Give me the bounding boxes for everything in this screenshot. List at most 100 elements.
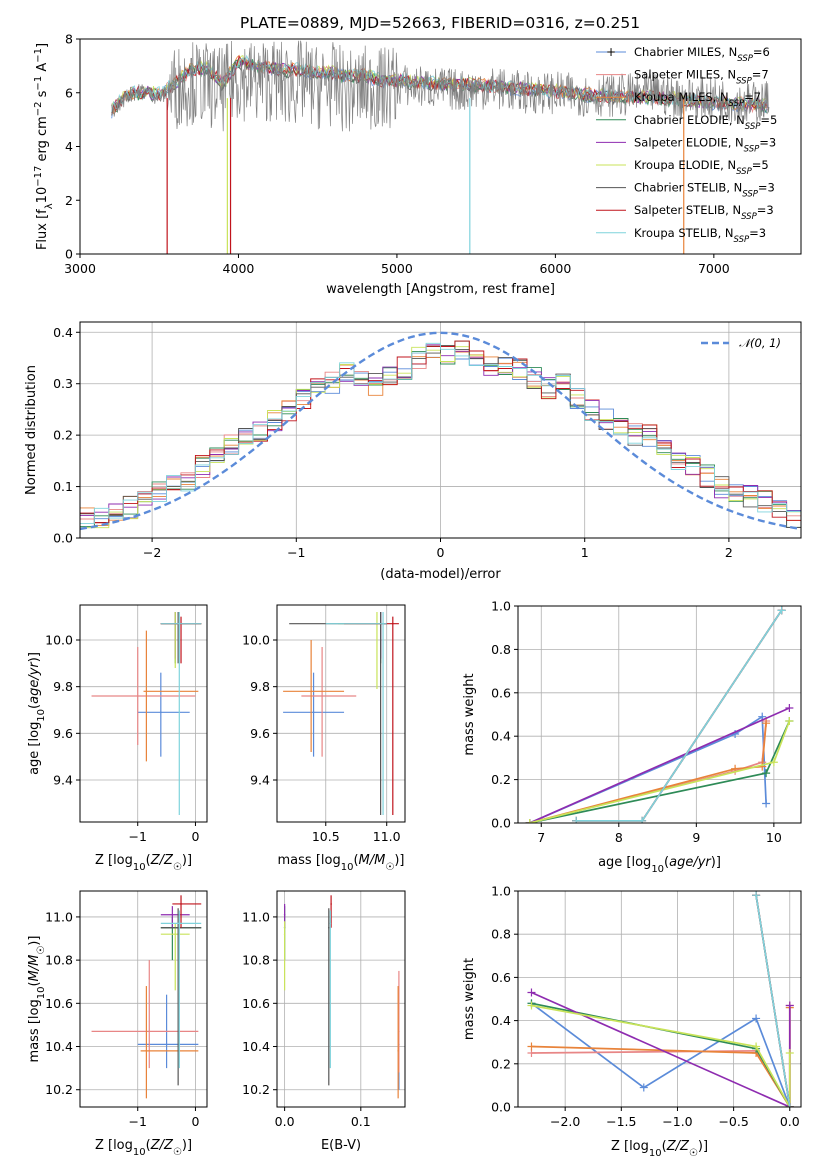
series-marker bbox=[785, 1103, 794, 1107]
data-point bbox=[312, 711, 315, 714]
y-tick-label: 0.6 bbox=[491, 685, 511, 700]
y-tick-label: 0.4 bbox=[53, 325, 73, 340]
axes-frame bbox=[517, 890, 802, 1108]
legend-label: Chabrier ELODIE, NSSP=5 bbox=[634, 113, 777, 132]
x-axis-label: Z [log10(Z/Z☉)] bbox=[95, 1138, 192, 1158]
y-tick-label: 0.8 bbox=[491, 642, 511, 657]
y-axis-label: mass [log10(M/M☉)] bbox=[27, 936, 47, 1063]
y-tick-label: 9.8 bbox=[250, 679, 270, 694]
y-tick-label: 0.0 bbox=[491, 1100, 511, 1115]
y-tick-label: 10.6 bbox=[45, 996, 73, 1011]
series-marker bbox=[639, 1083, 648, 1092]
data-point bbox=[310, 690, 312, 693]
y-tick-label: 6 bbox=[65, 85, 73, 100]
x-tick-label: 4000 bbox=[223, 261, 255, 276]
data-point bbox=[397, 1050, 399, 1052]
plot-area-mass-vs-EBV bbox=[283, 895, 400, 1099]
series-marker bbox=[527, 1001, 536, 1010]
y-tick-label: 10.4 bbox=[242, 1039, 270, 1054]
x-axis-label: age [log10(age/yr)] bbox=[598, 855, 721, 875]
x-tick-label: 2 bbox=[725, 545, 733, 560]
x-tick-label: 5000 bbox=[381, 261, 413, 276]
y-tick-label: 0 bbox=[65, 247, 73, 262]
y-tick-label: 1.0 bbox=[491, 599, 511, 614]
legend-label: Salpeter ELODIE, NSSP=3 bbox=[634, 135, 776, 154]
y-tick-label: 8 bbox=[65, 32, 73, 47]
x-axis-label: (data-model)/error bbox=[380, 567, 501, 582]
series-marker bbox=[785, 717, 794, 726]
legend-label: Kroupa ELODIE, NSSP=5 bbox=[634, 158, 769, 177]
panel-spectrum: 3000 4000 5000 6000 7000 0 2 4 6 8 wavelength [Ang… bbox=[33, 32, 802, 297]
plot-area-age-vs-Z bbox=[91, 612, 202, 815]
plot-area-mass-vs-Z bbox=[91, 895, 202, 1099]
series-marker bbox=[762, 719, 771, 728]
y-tick-label: 9.6 bbox=[250, 726, 270, 741]
series-line bbox=[531, 1002, 791, 1107]
x-axis-label: E(B-V) bbox=[321, 1138, 361, 1153]
y-tick-label: 9.4 bbox=[53, 773, 73, 788]
legend-label: Kroupa MILES, NSSP=7 bbox=[634, 90, 761, 109]
y-tick-label: 11.0 bbox=[242, 909, 270, 924]
plot-area-mass-weight-vs-age bbox=[525, 606, 794, 823]
legend-marker: + bbox=[606, 45, 616, 59]
panel-age-vs-mass: 10.5 11.0 9.4 9.6 9.8 10.0 mass [log10(M/M☉)] bbox=[242, 604, 406, 873]
series-marker bbox=[525, 819, 534, 823]
observed-spectrum-line bbox=[111, 40, 770, 132]
series-marker bbox=[769, 758, 778, 767]
data-point bbox=[174, 933, 177, 935]
y-tick-label: 0.2 bbox=[491, 1056, 511, 1071]
axes-frame bbox=[79, 604, 208, 823]
x-tick-label: 10 bbox=[766, 830, 782, 845]
x-tick-label: 11.0 bbox=[373, 829, 401, 844]
series-marker bbox=[527, 988, 536, 997]
panel-age-vs-Z: −1 0 9.4 9.6 9.8 10.0 Z [log10(Z/Z☉)] age [log1… bbox=[27, 604, 208, 873]
data-point bbox=[145, 690, 148, 693]
y-tick-label: 10.2 bbox=[45, 1082, 73, 1097]
data-point bbox=[283, 913, 286, 916]
y-tick-label: 10.2 bbox=[242, 1082, 270, 1097]
series-line bbox=[531, 991, 791, 1107]
series-marker bbox=[762, 769, 771, 778]
legend-label: Chabrier MILES, NSSP=6 bbox=[634, 45, 770, 64]
series-marker bbox=[527, 1042, 536, 1051]
plot-area-spectrum bbox=[111, 40, 770, 254]
y-axis-label: mass weight bbox=[462, 958, 477, 1040]
y-axis-label: Flux [fλ10−17 erg cm−2 s−1 A−1] bbox=[33, 43, 55, 250]
series-marker bbox=[785, 703, 794, 712]
x-tick-label: −1 bbox=[287, 545, 305, 560]
panel-residuals: −2 −1 0 1 2 0.0 0.1 0.2 0.3 0.4 (data-model)/error… bbox=[24, 321, 802, 582]
series-line bbox=[755, 895, 791, 1107]
y-tick-label: 10.8 bbox=[242, 953, 270, 968]
x-tick-label: 10.5 bbox=[312, 829, 340, 844]
y-tick-label: 10.0 bbox=[45, 633, 73, 648]
data-point bbox=[321, 695, 323, 697]
x-tick-label: −2.0 bbox=[550, 1114, 580, 1129]
y-tick-label: 10.6 bbox=[242, 996, 270, 1011]
series-line bbox=[529, 707, 790, 823]
x-tick-label: 1 bbox=[581, 545, 589, 560]
y-tick-label: 1.0 bbox=[491, 884, 511, 899]
series-line bbox=[531, 1004, 791, 1107]
x-tick-label: −1 bbox=[129, 829, 147, 844]
series-marker bbox=[572, 816, 581, 823]
panel-mass-weight-vs-age: 7 8 9 10 0.0 0.2 0.4 0.6 0.8 1.0 age [log10(age/yr… bbox=[462, 599, 802, 875]
data-point bbox=[283, 933, 286, 935]
y-tick-label: 4 bbox=[65, 139, 73, 154]
x-tick-label: −0.5 bbox=[718, 1114, 748, 1129]
series-line bbox=[530, 1002, 791, 1107]
normal-curve-line bbox=[80, 331, 801, 531]
data-point bbox=[171, 913, 174, 916]
data-point bbox=[392, 622, 394, 625]
y-tick-label: 0.3 bbox=[53, 376, 73, 391]
x-tick-label: 8 bbox=[615, 830, 623, 845]
data-point bbox=[165, 1043, 168, 1046]
data-point bbox=[148, 1030, 151, 1033]
y-tick-label: 0.2 bbox=[53, 428, 73, 443]
legend-label: Chabrier STELIB, NSSP=3 bbox=[634, 181, 775, 200]
x-tick-label: −1.5 bbox=[606, 1114, 636, 1129]
y-tick-label: 10.8 bbox=[45, 953, 73, 968]
plot-area-residuals bbox=[80, 331, 801, 531]
x-tick-label: 9 bbox=[692, 830, 700, 845]
histogram-step-line bbox=[80, 346, 801, 529]
